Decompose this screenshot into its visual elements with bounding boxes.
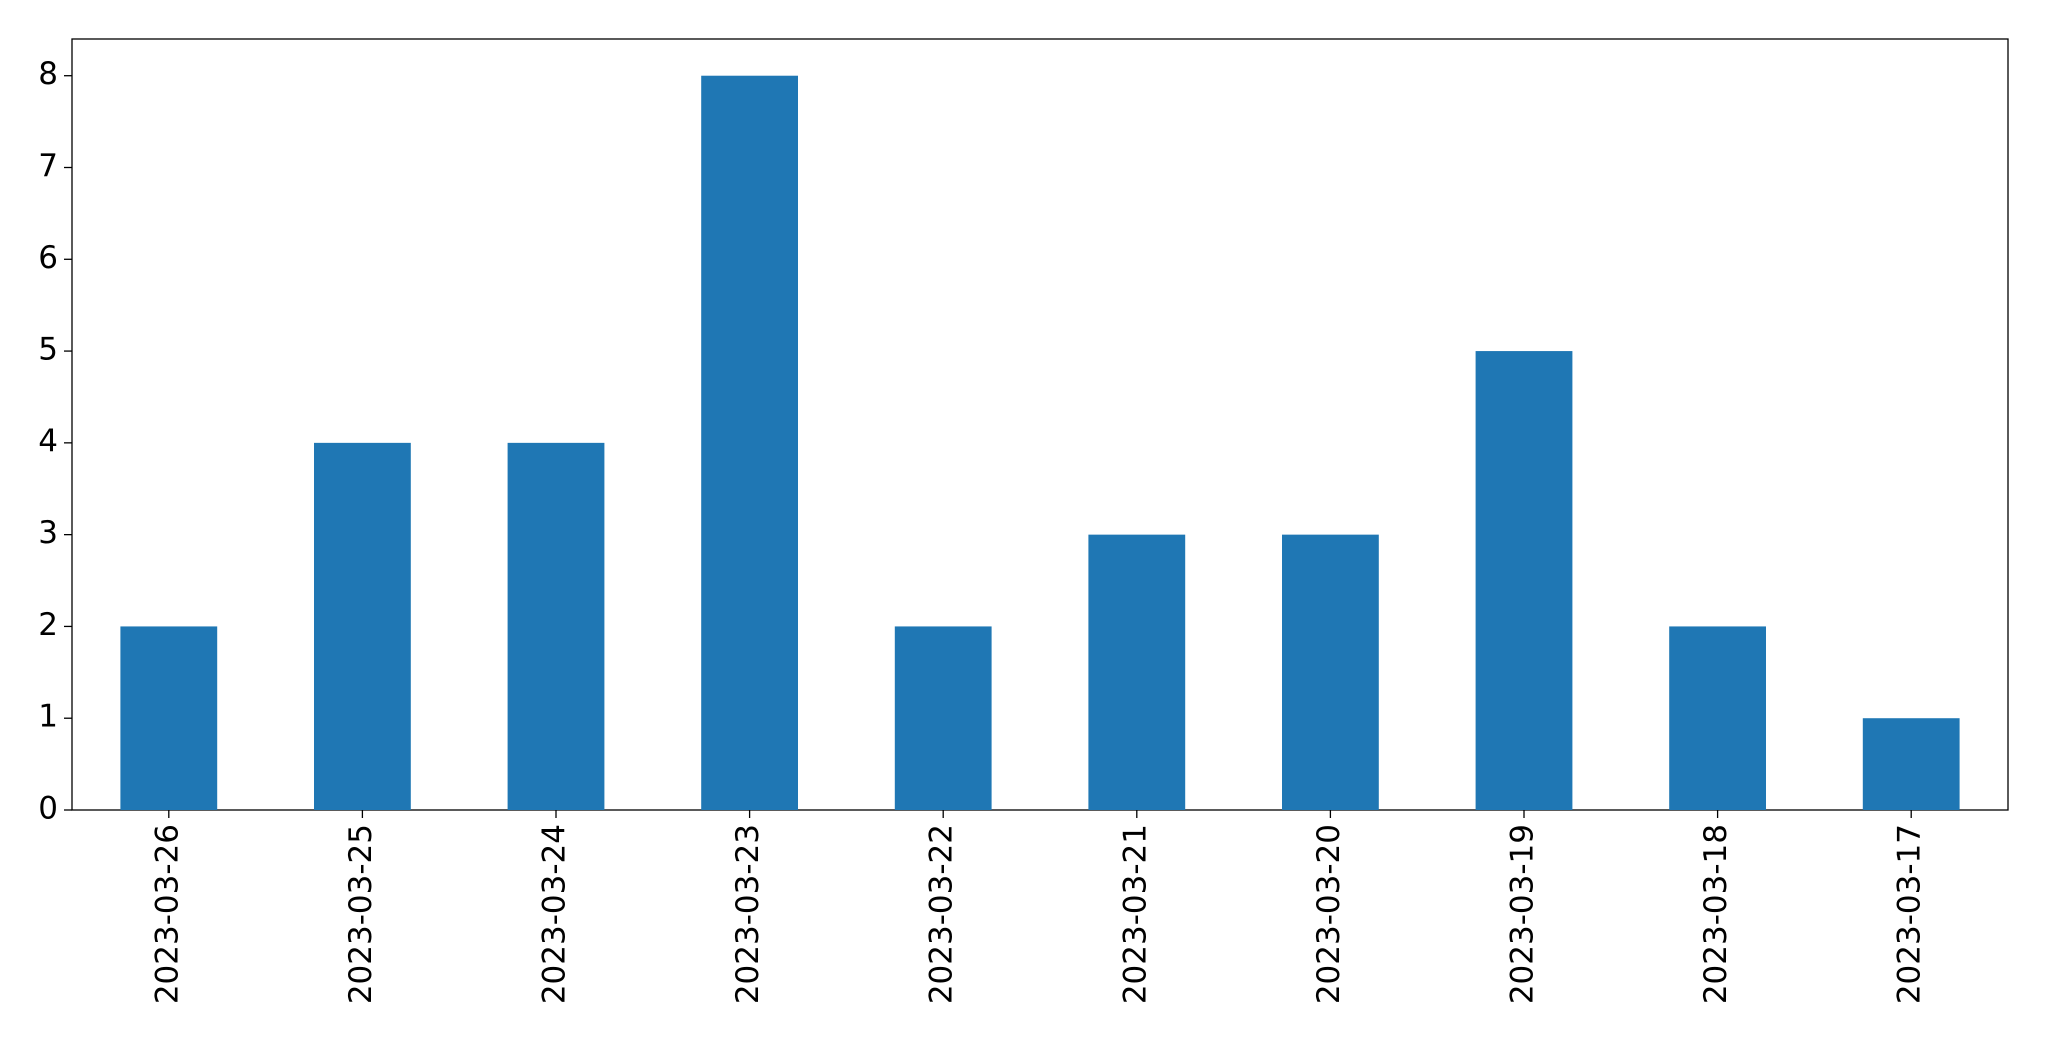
x-tick-label: 2023-03-21 [1117,824,1153,1004]
bar [507,442,605,810]
x-tick-label: 2023-03-25 [343,824,379,1004]
bar [1282,534,1379,810]
bar [894,626,992,810]
bar [1475,351,1573,810]
x-tick-label: 2023-03-22 [924,824,960,1004]
bar [120,626,218,810]
x-tick-label: 2023-03-23 [730,824,766,1004]
x-tick-label: 2023-03-19 [1505,824,1541,1004]
y-tick-label: 3 [38,515,58,551]
x-tick-label: 2023-03-18 [1698,824,1734,1004]
x-tick-label: 2023-03-20 [1311,824,1347,1004]
y-tick-label: 0 [38,791,58,827]
y-tick-label: 7 [38,148,58,184]
plot-frame [71,38,2009,811]
bar [1088,534,1186,810]
y-tick-label: 1 [38,699,58,735]
y-tick-label: 6 [38,240,58,276]
x-tick-label: 2023-03-26 [149,824,185,1004]
bar [1669,626,1766,810]
x-tick-label: 2023-03-17 [1892,824,1928,1004]
y-tick-label: 8 [38,56,58,92]
x-tick-label: 2023-03-24 [537,824,573,1004]
bar [701,75,798,810]
bar [314,442,411,810]
y-tick-label: 5 [38,332,58,368]
y-tick-label: 2 [38,607,58,643]
y-tick-label: 4 [38,423,58,459]
bar [1862,718,1960,810]
